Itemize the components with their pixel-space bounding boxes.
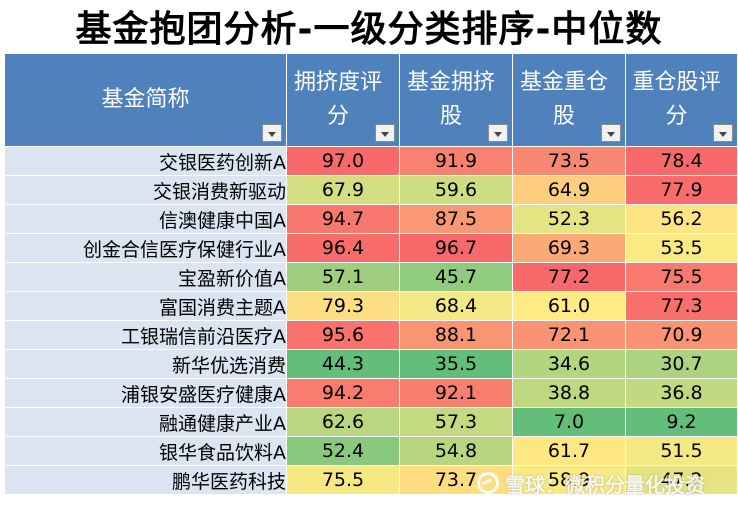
fund-name-cell: 信澳健康中国A — [4, 204, 287, 234]
fund-name-cell: 工银瑞信前沿医疗A — [4, 320, 287, 350]
score-cell: 30.7 — [625, 349, 738, 379]
fund-name-cell: 宝盈新价值A — [4, 262, 287, 292]
score-cell: 36.8 — [625, 378, 738, 408]
score-cell: 67.9 — [286, 175, 400, 205]
fund-name-cell: 银华食品饮料A — [4, 436, 287, 466]
score-cell: 87.5 — [399, 204, 513, 234]
header-row: 基金简称 拥挤度评分 基金拥挤股 基金重仓股 重仓股评分 — [4, 53, 738, 147]
score-cell: 9.2 — [625, 407, 738, 437]
score-cell: 95.6 — [286, 320, 400, 350]
column-header-fund-name: 基金简称 — [4, 53, 287, 147]
score-cell: 77.3 — [625, 291, 738, 321]
table-row: 浦银安盛医疗健康A 94.2 92.1 38.8 36.8 — [4, 378, 738, 408]
column-header-label: 基金简称 — [101, 87, 190, 112]
score-cell: 58.9 — [512, 465, 626, 495]
fund-name-cell: 富国消费主题A — [4, 291, 287, 321]
score-cell: 64.9 — [512, 175, 626, 205]
column-header-label: 拥挤度评分 — [293, 70, 382, 129]
table-row: 新华优选消费 44.3 35.5 34.6 30.7 — [4, 349, 738, 379]
score-cell: 78.4 — [625, 146, 738, 176]
fund-name-cell: 鹏华医药科技 — [4, 465, 287, 495]
table-row: 创金合信医疗保健行业A 96.4 96.7 69.3 53.5 — [4, 233, 738, 263]
score-cell: 38.8 — [512, 378, 626, 408]
score-cell: 96.7 — [399, 233, 513, 263]
score-cell: 94.2 — [286, 378, 400, 408]
watermark: 雪球：微积分量化投资 — [477, 468, 705, 498]
score-cell: 35.5 — [399, 349, 513, 379]
table-row: 交银消费新驱动 67.9 59.6 64.9 77.9 — [4, 175, 738, 205]
score-cell: 68.4 — [399, 291, 513, 321]
score-cell: 91.9 — [399, 146, 513, 176]
score-cell: 97.0 — [286, 146, 400, 176]
score-cell: 45.7 — [399, 262, 513, 292]
snowball-logo-icon — [477, 472, 499, 494]
table-row: 交银医药创新A 97.0 91.9 73.5 78.4 — [4, 146, 738, 176]
score-cell: 59.6 — [399, 175, 513, 205]
column-header-label: 基金重仓股 — [519, 70, 608, 129]
score-cell: 69.3 — [512, 233, 626, 263]
score-cell: 94.7 — [286, 204, 400, 234]
score-cell: 88.1 — [399, 320, 513, 350]
table-row: 富国消费主题A 79.3 68.4 61.0 77.3 — [4, 291, 738, 321]
score-cell: 56.2 — [625, 204, 738, 234]
score-cell: 34.6 — [512, 349, 626, 379]
column-header-holdings-score: 重仓股评分 — [625, 53, 738, 147]
fund-name-cell: 创金合信医疗保健行业A — [4, 233, 287, 263]
column-header-crowded-stocks: 基金拥挤股 — [399, 53, 513, 147]
score-cell: 47.2 — [625, 465, 738, 495]
fund-name-cell: 融通健康产业A — [4, 407, 287, 437]
score-cell: 79.3 — [286, 291, 400, 321]
score-cell: 75.5 — [625, 262, 738, 292]
score-cell: 70.9 — [625, 320, 738, 350]
score-cell: 77.2 — [512, 262, 626, 292]
score-cell: 54.8 — [399, 436, 513, 466]
score-cell: 72.1 — [512, 320, 626, 350]
score-cell: 53.5 — [625, 233, 738, 263]
score-cell: 44.3 — [286, 349, 400, 379]
table-body: 交银医药创新A 97.0 91.9 73.5 78.4 交银消费新驱动 67.9 59.6 64… — [4, 146, 738, 495]
filter-dropdown-icon[interactable] — [375, 124, 395, 142]
table-row: 工银瑞信前沿医疗A 95.6 88.1 72.1 70.9 — [4, 320, 738, 350]
column-header-label: 重仓股评分 — [632, 70, 721, 129]
score-cell: 57.1 — [286, 262, 400, 292]
fund-table: 基金简称 拥挤度评分 基金拥挤股 基金重仓股 重仓股评分 交银医药创新A 97.0… — [4, 53, 738, 495]
table-row: 融通健康产业A 62.6 57.3 7.0 9.2 — [4, 407, 738, 437]
page-title: 基金抱团分析-一级分类排序-中位数 — [75, 9, 663, 50]
filter-dropdown-icon[interactable] — [262, 124, 282, 142]
filter-dropdown-icon[interactable] — [488, 124, 508, 142]
score-cell: 52.3 — [512, 204, 626, 234]
table-row: 银华食品饮料A 52.4 54.8 61.7 51.5 — [4, 436, 738, 466]
filter-dropdown-icon[interactable] — [713, 124, 733, 142]
fund-name-cell: 交银医药创新A — [4, 146, 287, 176]
score-cell: 61.7 — [512, 436, 626, 466]
score-cell: 92.1 — [399, 378, 513, 408]
score-cell: 77.9 — [625, 175, 738, 205]
fund-name-cell: 浦银安盛医疗健康A — [4, 378, 287, 408]
table-row: 宝盈新价值A 57.1 45.7 77.2 75.5 — [4, 262, 738, 292]
watermark-text: 雪球：微积分量化投资 — [505, 472, 705, 497]
filter-dropdown-icon[interactable] — [601, 124, 621, 142]
table-row: 信澳健康中国A 94.7 87.5 52.3 56.2 — [4, 204, 738, 234]
score-cell: 7.0 — [512, 407, 626, 437]
column-header-heavy-holdings: 基金重仓股 — [512, 53, 626, 147]
score-cell: 52.4 — [286, 436, 400, 466]
fund-name-cell: 新华优选消费 — [4, 349, 287, 379]
column-header-label: 基金拥挤股 — [406, 70, 495, 129]
score-cell: 62.6 — [286, 407, 400, 437]
score-cell: 57.3 — [399, 407, 513, 437]
score-cell: 96.4 — [286, 233, 400, 263]
table-row: 鹏华医药科技 75.5 73.7 58.9 47.2 — [4, 465, 738, 495]
column-header-crowding-score: 拥挤度评分 — [286, 53, 400, 147]
score-cell: 61.0 — [512, 291, 626, 321]
score-cell: 51.5 — [625, 436, 738, 466]
score-cell: 73.5 — [512, 146, 626, 176]
score-cell: 75.5 — [286, 465, 400, 495]
fund-name-cell: 交银消费新驱动 — [4, 175, 287, 205]
